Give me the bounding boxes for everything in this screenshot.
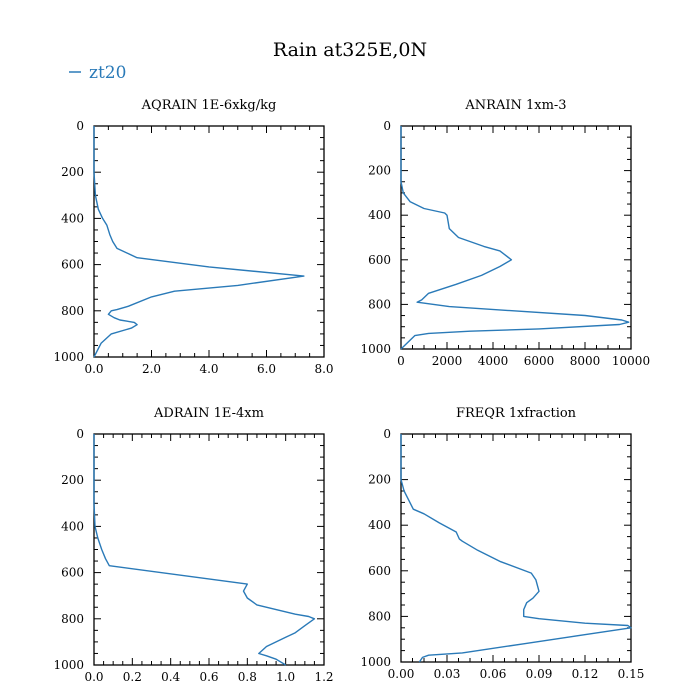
y-tick-label: 600 (61, 258, 84, 272)
y-tick-label: 0 (76, 427, 84, 441)
y-tick-label: 600 (368, 564, 391, 578)
x-tick-label: 0.6 (199, 670, 218, 684)
x-tick-label: 0.06 (480, 667, 507, 681)
y-tick-label: 600 (368, 253, 391, 267)
x-tick-label: 0.12 (572, 667, 599, 681)
x-tick-label: 1.0 (276, 670, 295, 684)
x-tick-label: 0.03 (434, 667, 461, 681)
y-tick-label: 1000 (360, 342, 391, 356)
y-tick-label: 800 (368, 609, 391, 623)
series-line-zt20 (400, 434, 632, 663)
x-tick-label: 0.8 (238, 670, 257, 684)
plot-frame (93, 125, 325, 358)
y-tick-label: 200 (368, 473, 391, 487)
panel-title: ADRAIN 1E-4xm (153, 406, 264, 421)
plot-frame (93, 433, 325, 666)
y-tick-label: 400 (61, 211, 84, 225)
figure-title: Rain at325E,0N (273, 39, 427, 61)
x-tick-label: 1.2 (314, 670, 333, 684)
y-tick-label: 200 (368, 164, 391, 178)
x-tick-label: 4.0 (199, 362, 218, 376)
series-line-zt20 (93, 434, 316, 666)
y-tick-label: 800 (61, 612, 84, 626)
x-tick-label: 0.4 (161, 670, 180, 684)
x-tick-label: 8000 (570, 354, 601, 368)
x-tick-label: 0.09 (526, 667, 553, 681)
x-tick-label: 0.2 (123, 670, 142, 684)
x-tick-label: 6.0 (257, 362, 276, 376)
x-tick-label: 0.0 (84, 362, 103, 376)
y-tick-label: 1000 (53, 658, 84, 672)
y-tick-label: 400 (368, 518, 391, 532)
y-tick-label: 0 (383, 427, 391, 441)
panel-title: ANRAIN 1xm-3 (464, 98, 566, 113)
panel-title: AQRAIN 1E-6xkg/kg (141, 98, 277, 113)
x-tick-label: 2.0 (142, 362, 161, 376)
y-tick-label: 1000 (360, 655, 391, 669)
x-tick-label: 10000 (612, 354, 650, 368)
x-tick-label: 0.00 (388, 667, 415, 681)
y-tick-label: 600 (61, 566, 84, 580)
plot-frame (400, 433, 632, 663)
y-tick-label: 800 (368, 297, 391, 311)
x-tick-label: 0.0 (84, 670, 103, 684)
x-tick-label: 4000 (478, 354, 509, 368)
y-tick-label: 1000 (53, 350, 84, 364)
y-tick-label: 400 (61, 519, 84, 533)
chart-panel-4: FREQR 1xfraction 0 200 400 600 800 10000.00 0.0… (360, 406, 644, 681)
figure-legend: zt20 (69, 63, 126, 83)
y-tick-label: 200 (61, 165, 84, 179)
y-tick-label: 200 (61, 473, 84, 487)
y-tick-label: 0 (383, 119, 391, 133)
x-tick-label: 2000 (432, 354, 463, 368)
legend-label: zt20 (89, 63, 126, 83)
y-tick-label: 0 (76, 119, 84, 133)
x-tick-label: 0.15 (618, 667, 645, 681)
x-tick-label: 0 (397, 354, 405, 368)
series-line-zt20 (400, 126, 630, 350)
plot-frame (400, 125, 632, 350)
x-tick-label: 8.0 (314, 362, 333, 376)
chart-panel-3: ADRAIN 1E-4xm 0 200 400 600 800 10000.0 0.2 0.4 0… (53, 406, 333, 684)
panel-title: FREQR 1xfraction (456, 406, 577, 421)
y-tick-label: 400 (368, 208, 391, 222)
series-line-zt20 (93, 126, 305, 358)
x-tick-label: 6000 (524, 354, 555, 368)
chart-panel-1: AQRAIN 1E-6xkg/kg 0 200 400 600 800 10000.0 2.0… (53, 98, 333, 376)
y-tick-label: 800 (61, 304, 84, 318)
